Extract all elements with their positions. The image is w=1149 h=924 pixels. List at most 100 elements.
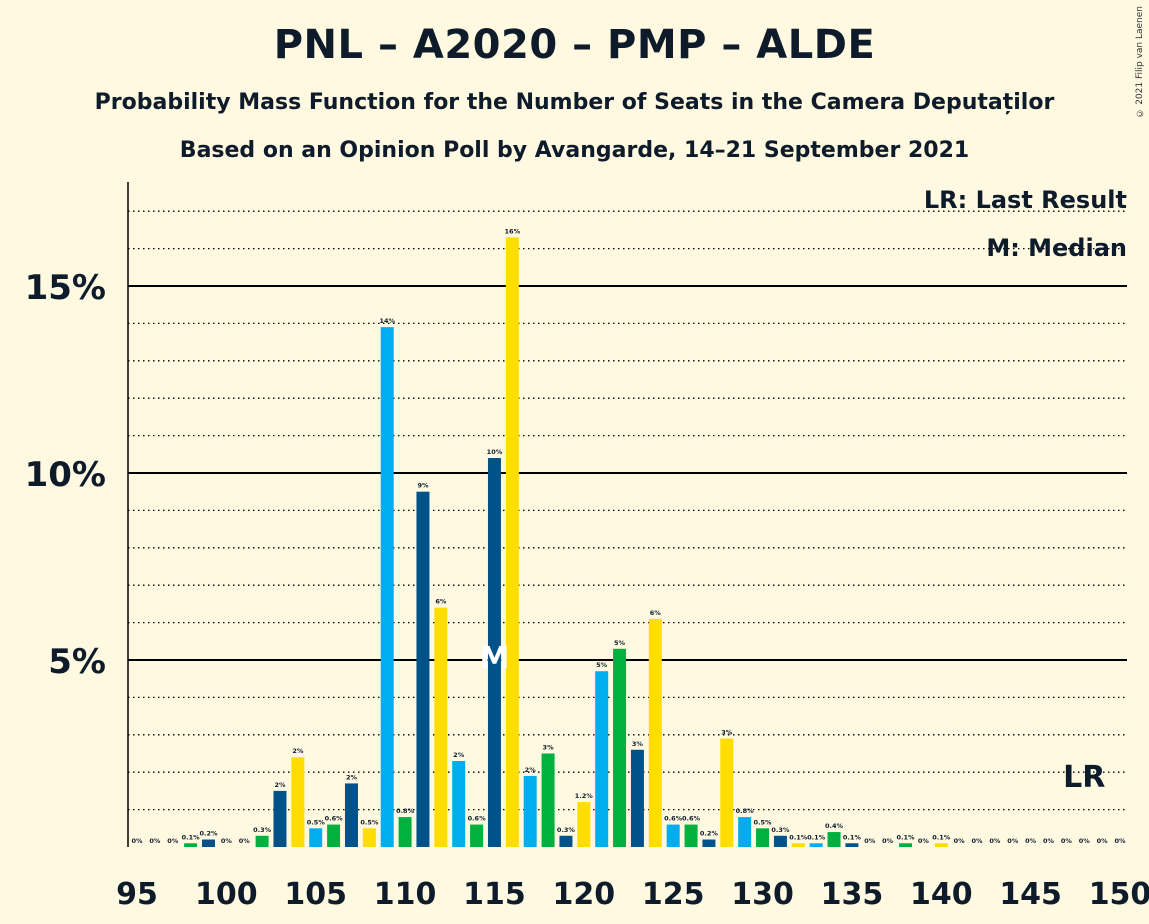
bar-label-110: 0.8%: [396, 807, 415, 815]
bar-seat-123: [630, 749, 644, 847]
legend-median: M: Median: [986, 234, 1127, 262]
bar-seat-115: [487, 458, 501, 847]
bar-label-128: 3%: [721, 729, 733, 737]
x-tick-label: 110: [374, 877, 437, 912]
median-marker: M: [480, 641, 510, 676]
bar-seat-104: [291, 757, 305, 847]
bar-seat-108: [362, 828, 376, 847]
bar-seat-111: [416, 491, 430, 847]
y-tick-label: 5%: [48, 642, 106, 682]
bar-seat-122: [613, 648, 627, 847]
bar-seat-102: [255, 835, 269, 847]
bar-label-145: 0%: [1025, 837, 1037, 845]
bar-label-115: 10%: [487, 448, 503, 456]
bar-label-135: 0.1%: [843, 833, 862, 841]
bar-seat-98: [184, 843, 198, 847]
bar-label-149: 0%: [1097, 837, 1109, 845]
bar-label-97: 0%: [167, 837, 179, 845]
bar-label-142: 0%: [971, 837, 983, 845]
legend-last-result: LR: Last Result: [923, 186, 1127, 214]
bar-label-114: 0.6%: [468, 815, 487, 823]
bar-label-98: 0.1%: [182, 833, 201, 841]
bar-label-96: 0%: [149, 837, 161, 845]
bar-seat-134: [827, 832, 841, 847]
bar-label-138: 0.1%: [897, 833, 916, 841]
bar-seat-125: [666, 824, 680, 847]
bar-label-132: 0.1%: [789, 833, 808, 841]
bar-label-140: 0.1%: [932, 833, 951, 841]
x-tick-label: 115: [463, 877, 526, 912]
bar-label-141: 0%: [954, 837, 966, 845]
bar-seat-135: [845, 843, 859, 847]
x-tick-label: 150: [1089, 877, 1149, 912]
bar-label-107: 2%: [346, 773, 358, 781]
bar-seat-130: [756, 828, 770, 847]
bar-label-113: 2%: [453, 751, 465, 759]
bar-label-106: 0.6%: [325, 815, 344, 823]
bar-label-117: 2%: [525, 766, 537, 774]
last-result-marker: LR: [1063, 760, 1105, 795]
bar-seat-119: [559, 835, 573, 847]
bar-label-137: 0%: [882, 837, 894, 845]
bar-seat-120: [577, 802, 591, 847]
bar-label-130: 0.5%: [754, 818, 773, 826]
bar-label-133: 0.1%: [807, 833, 826, 841]
bar-seat-128: [720, 738, 734, 847]
bar-label-116: 16%: [505, 227, 521, 235]
chart-subtitle: Probability Mass Function for the Number…: [94, 90, 1055, 115]
chart-source-line: Based on an Opinion Poll by Avangarde, 1…: [179, 138, 970, 163]
bar-seat-105: [309, 828, 323, 847]
bar-label-102: 0.3%: [253, 826, 272, 834]
bar-label-109: 14%: [379, 317, 395, 325]
bar-label-120: 1.2%: [575, 792, 594, 800]
bar-label-127: 0.2%: [700, 830, 719, 838]
x-tick-label: 100: [195, 877, 258, 912]
bar-seat-133: [809, 843, 823, 847]
bar-seat-114: [470, 824, 484, 847]
bar-label-118: 3%: [543, 744, 555, 752]
bar-label-95: 0%: [131, 837, 143, 845]
bar-label-99: 0.2%: [199, 830, 218, 838]
bar-seat-129: [738, 817, 752, 847]
bar-seat-107: [344, 783, 358, 847]
bar-seat-112: [434, 607, 448, 847]
bar-label-131: 0.3%: [771, 826, 790, 834]
bar-seat-126: [684, 824, 698, 847]
x-tick-label: 140: [910, 877, 973, 912]
bar-label-126: 0.6%: [682, 815, 701, 823]
bar-label-125: 0.6%: [664, 815, 683, 823]
x-tick-label: 125: [642, 877, 705, 912]
bar-seat-116: [505, 237, 519, 847]
bar-label-108: 0.5%: [360, 818, 379, 826]
bar-label-123: 3%: [632, 740, 644, 748]
bar-label-100: 0%: [221, 837, 233, 845]
bar-label-112: 6%: [435, 598, 447, 606]
bar-label-148: 0%: [1079, 837, 1091, 845]
bar-seat-106: [327, 824, 341, 847]
x-tick-label: 95: [116, 877, 158, 912]
bar-label-147: 0%: [1061, 837, 1073, 845]
bar-label-139: 0%: [918, 837, 930, 845]
bar-label-121: 5%: [596, 661, 608, 669]
bar-label-144: 0%: [1007, 837, 1019, 845]
bar-seat-140: [934, 843, 948, 847]
bar-label-111: 9%: [417, 482, 429, 490]
bar-label-136: 0%: [864, 837, 876, 845]
y-tick-label: 15%: [25, 268, 106, 308]
bar-seat-118: [541, 753, 555, 847]
bar-seat-131: [773, 835, 787, 847]
x-tick-label: 105: [284, 877, 347, 912]
bar-label-105: 0.5%: [307, 818, 326, 826]
bar-seat-109: [380, 327, 394, 847]
bar-label-101: 0%: [239, 837, 251, 845]
bar-label-134: 0.4%: [825, 822, 844, 830]
bar-label-146: 0%: [1043, 837, 1055, 845]
bar-seat-117: [523, 775, 537, 847]
bar-label-119: 0.3%: [557, 826, 576, 834]
bar-label-150: 0%: [1114, 837, 1126, 845]
y-tick-label: 10%: [25, 455, 106, 495]
bar-seat-138: [899, 843, 913, 847]
bar-seat-99: [201, 839, 215, 847]
bar-seat-103: [273, 790, 287, 847]
